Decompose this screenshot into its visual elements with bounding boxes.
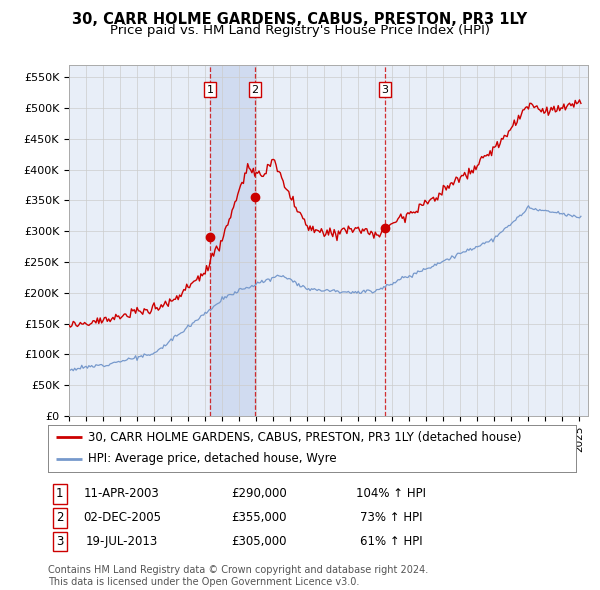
Bar: [210, 65, 255, 416]
Text: 11-APR-2003: 11-APR-2003: [84, 487, 160, 500]
Text: HPI: Average price, detached house, Wyre: HPI: Average price, detached house, Wyre: [88, 453, 336, 466]
Text: 3: 3: [381, 84, 388, 94]
Text: 104% ↑ HPI: 104% ↑ HPI: [356, 487, 426, 500]
Text: 2: 2: [56, 511, 64, 525]
Text: 73% ↑ HPI: 73% ↑ HPI: [360, 511, 422, 525]
Text: 19-JUL-2013: 19-JUL-2013: [86, 535, 158, 548]
Text: 61% ↑ HPI: 61% ↑ HPI: [360, 535, 422, 548]
Text: 1: 1: [56, 487, 64, 500]
Text: Price paid vs. HM Land Registry's House Price Index (HPI): Price paid vs. HM Land Registry's House …: [110, 24, 490, 37]
Text: Contains HM Land Registry data © Crown copyright and database right 2024.
This d: Contains HM Land Registry data © Crown c…: [48, 565, 428, 587]
Text: 30, CARR HOLME GARDENS, CABUS, PRESTON, PR3 1LY (detached house): 30, CARR HOLME GARDENS, CABUS, PRESTON, …: [88, 431, 521, 444]
Text: 02-DEC-2005: 02-DEC-2005: [83, 511, 161, 525]
Text: £355,000: £355,000: [232, 511, 287, 525]
Text: £305,000: £305,000: [232, 535, 287, 548]
Text: 1: 1: [206, 84, 214, 94]
Text: 2: 2: [251, 84, 259, 94]
Text: £290,000: £290,000: [232, 487, 287, 500]
Text: 3: 3: [56, 535, 64, 548]
Text: 30, CARR HOLME GARDENS, CABUS, PRESTON, PR3 1LY: 30, CARR HOLME GARDENS, CABUS, PRESTON, …: [73, 12, 527, 27]
